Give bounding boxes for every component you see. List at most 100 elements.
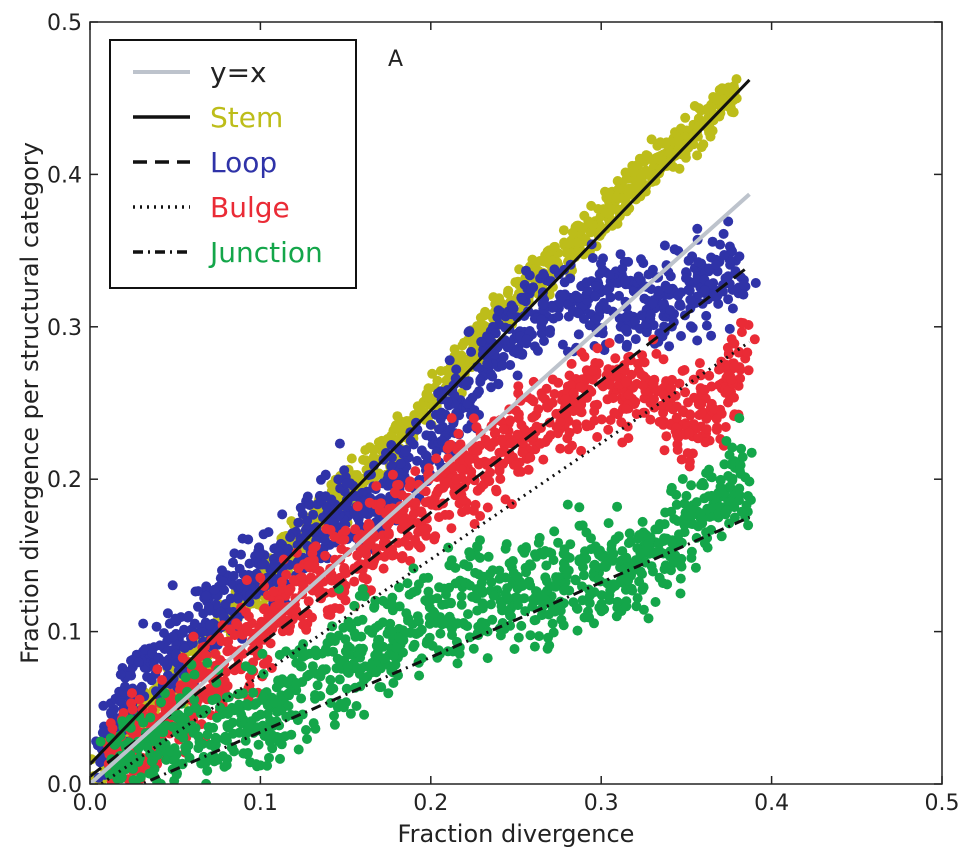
- point-junction: [189, 669, 200, 680]
- point-junction: [155, 779, 166, 784]
- point-loop: [512, 370, 523, 381]
- point-loop: [193, 586, 204, 597]
- point-loop: [412, 455, 423, 466]
- point-loop: [493, 305, 504, 316]
- point-loop: [693, 257, 704, 268]
- point-bulge: [592, 343, 603, 354]
- point-bulge: [255, 572, 266, 583]
- point-junction: [686, 510, 697, 521]
- point-junction: [520, 562, 531, 573]
- point-loop: [233, 593, 244, 604]
- point-junction: [467, 591, 478, 602]
- point-stem: [604, 188, 615, 199]
- point-junction: [118, 722, 129, 733]
- point-bulge: [444, 440, 455, 451]
- point-loop: [170, 613, 181, 624]
- point-loop: [699, 285, 710, 296]
- point-junction: [612, 501, 623, 512]
- point-junction: [150, 736, 161, 747]
- point-stem: [629, 166, 639, 177]
- point-junction: [686, 480, 697, 491]
- point-bulge: [566, 358, 577, 369]
- point-junction: [729, 512, 740, 523]
- point-junction: [621, 601, 632, 612]
- point-stem: [698, 139, 709, 150]
- point-bulge: [461, 476, 472, 487]
- point-junction: [194, 736, 205, 747]
- point-bulge: [610, 353, 621, 364]
- point-stem: [702, 104, 712, 114]
- point-junction: [643, 613, 654, 624]
- point-junction: [385, 661, 395, 672]
- point-bulge: [473, 459, 484, 470]
- point-junction: [201, 778, 212, 784]
- point-bulge: [263, 610, 274, 621]
- point-loop: [386, 461, 397, 472]
- point-loop: [727, 303, 738, 314]
- point-junction: [726, 459, 736, 470]
- point-junction: [549, 526, 560, 537]
- point-junction: [524, 576, 535, 587]
- point-bulge: [390, 488, 401, 499]
- point-junction: [451, 618, 462, 629]
- point-stem: [549, 242, 560, 252]
- point-bulge: [127, 688, 137, 699]
- point-junction: [326, 683, 337, 694]
- point-junction: [462, 621, 473, 632]
- point-junction: [558, 620, 569, 631]
- point-bulge: [694, 358, 705, 369]
- point-loop: [329, 508, 340, 519]
- point-junction: [594, 549, 605, 560]
- point-bulge: [701, 424, 712, 435]
- point-junction: [511, 592, 522, 603]
- x-tick-label: 0.0: [73, 791, 108, 816]
- point-junction: [574, 502, 585, 513]
- point-junction: [283, 701, 294, 711]
- point-bulge: [538, 454, 549, 465]
- point-bulge: [383, 528, 394, 538]
- point-loop: [557, 339, 568, 350]
- point-junction: [423, 572, 434, 583]
- point-bulge: [310, 541, 321, 552]
- point-junction: [727, 442, 738, 453]
- point-junction: [542, 643, 553, 654]
- point-bulge: [364, 497, 375, 508]
- point-bulge: [722, 342, 733, 353]
- point-bulge: [482, 502, 493, 513]
- point-loop: [676, 331, 686, 341]
- point-loop: [219, 585, 230, 596]
- point-bulge: [274, 599, 285, 610]
- x-tick-label: 0.4: [754, 791, 789, 816]
- point-junction: [529, 615, 540, 626]
- point-junction: [142, 742, 153, 753]
- point-loop: [723, 216, 734, 227]
- point-bulge: [378, 563, 389, 574]
- point-bulge: [283, 584, 294, 595]
- point-junction: [721, 436, 732, 446]
- point-stem: [620, 167, 631, 178]
- point-junction: [488, 590, 499, 601]
- point-bulge: [672, 444, 683, 455]
- point-bulge: [684, 461, 695, 472]
- point-junction: [666, 482, 677, 493]
- y-tick-label: 0.3: [47, 316, 82, 341]
- point-loop: [269, 559, 280, 570]
- point-bulge: [742, 347, 753, 358]
- point-bulge: [564, 427, 575, 438]
- point-bulge: [265, 638, 276, 649]
- point-loop: [653, 285, 664, 296]
- point-stem: [717, 83, 728, 94]
- point-loop: [723, 294, 734, 305]
- point-stem: [674, 136, 684, 147]
- point-stem: [711, 94, 722, 105]
- point-junction: [383, 688, 394, 699]
- point-bulge: [364, 520, 375, 531]
- point-junction: [645, 532, 656, 543]
- point-junction: [327, 621, 338, 632]
- point-loop: [692, 335, 703, 346]
- point-junction: [486, 577, 497, 588]
- point-bulge: [341, 568, 352, 579]
- point-loop: [259, 559, 270, 570]
- point-bulge: [683, 397, 693, 408]
- point-bulge: [608, 393, 619, 404]
